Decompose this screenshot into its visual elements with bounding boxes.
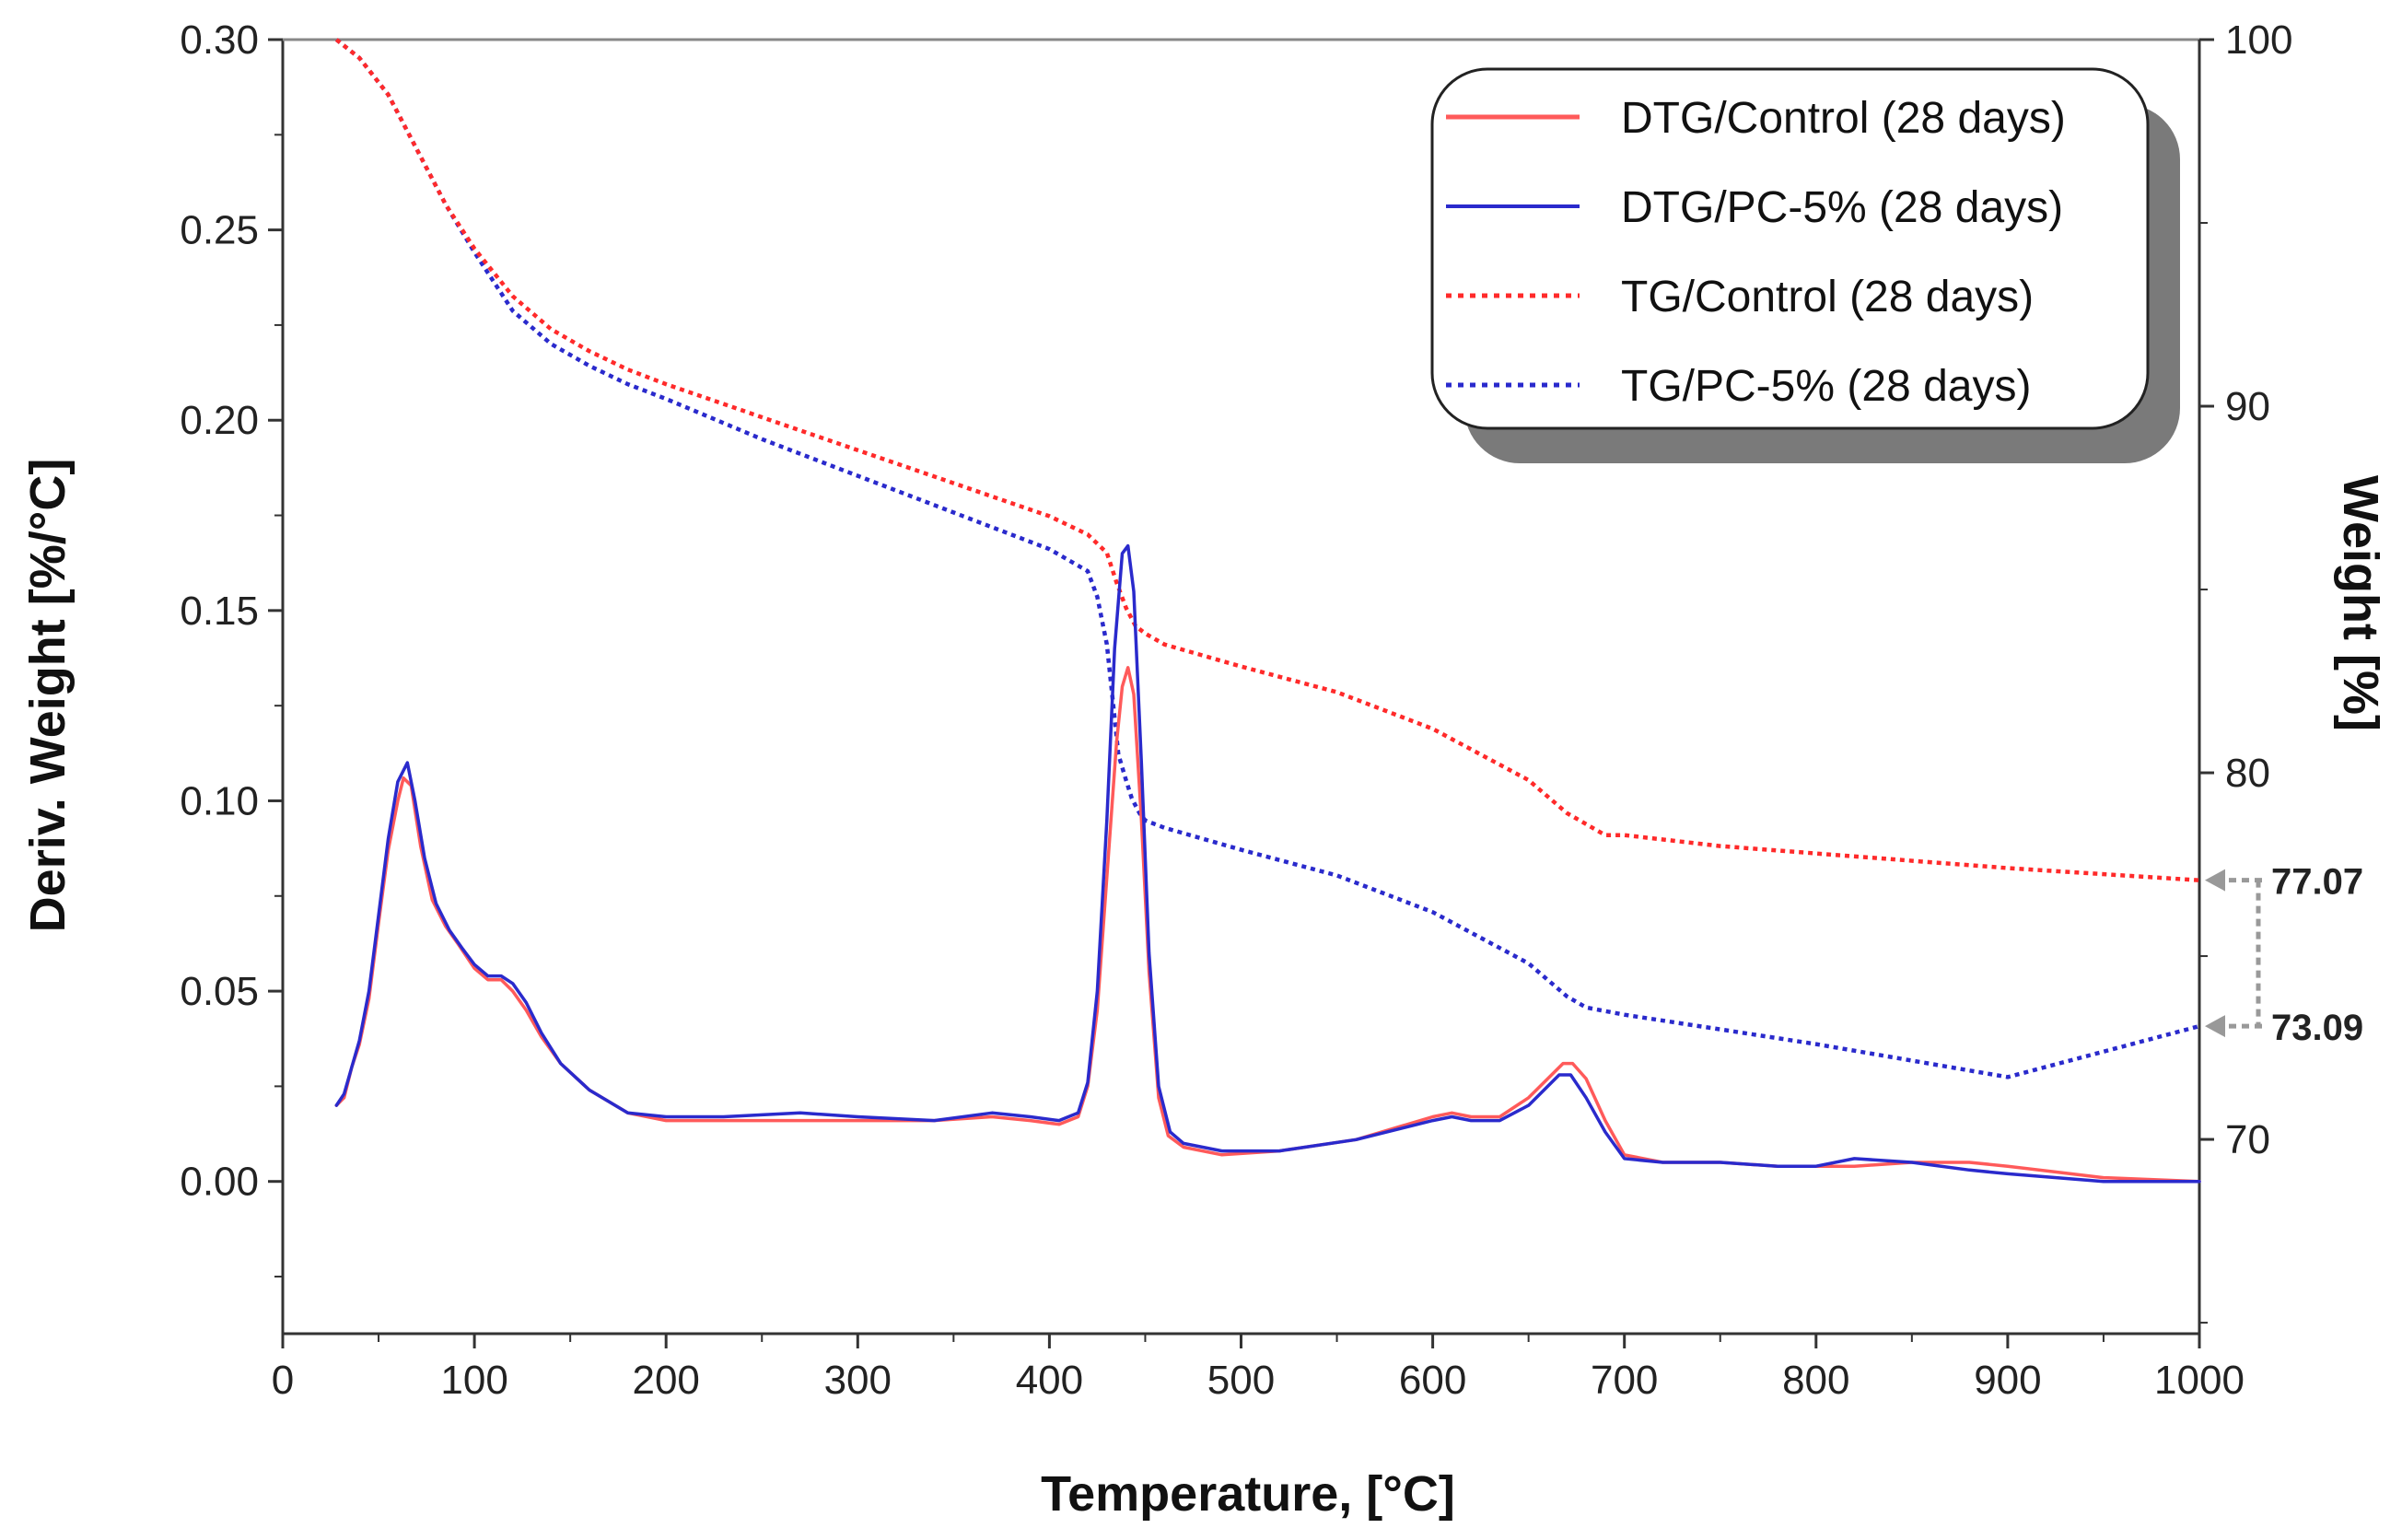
y-right-tick-label: 90 [2225, 384, 2270, 429]
legend-label-1: DTG/PC-5% (28 days) [1621, 183, 2063, 232]
x-tick-label: 400 [1016, 1358, 1083, 1403]
x-tick-label: 1000 [2154, 1358, 2245, 1403]
x-tick-label: 700 [1591, 1358, 1658, 1403]
annotation-label: 73.09 [2271, 1008, 2363, 1048]
x-tick-label: 300 [824, 1358, 892, 1403]
y-left-tick-label: 0.10 [180, 778, 259, 823]
x-tick-label: 200 [632, 1358, 699, 1403]
y-left-tick-label: 0.00 [180, 1160, 259, 1205]
x-tick-label: 600 [1399, 1358, 1466, 1403]
y-left-tick-label: 0.15 [180, 589, 259, 634]
x-axis: 0 100 200 300 400 500 600 700 800 900 1000 [272, 1334, 2245, 1403]
series-line-2 [334, 38, 2200, 882]
series-line-0 [334, 666, 2201, 1184]
x-tick-label: 0 [272, 1358, 294, 1403]
y-right-tick-label: 70 [2225, 1117, 2270, 1162]
x-tick-label: 100 [440, 1358, 507, 1403]
y-left-tick-label: 0.30 [180, 18, 259, 63]
y-right-axis: 70 80 90 100 [2199, 18, 2292, 1324]
y-right-tick-label: 80 [2225, 751, 2270, 796]
annotation-arrowhead [2205, 869, 2225, 892]
annotation-label: 77.07 [2271, 862, 2363, 903]
y-left-tick-label: 0.20 [180, 398, 259, 443]
y-left-axis: 0.00 0.05 0.10 0.15 0.20 0.25 0.30 [180, 18, 283, 1278]
x-tick-label: 900 [1974, 1358, 2041, 1403]
y-left-axis-title: Deriv. Weight [%/°C] [20, 459, 76, 933]
series-line-3 [334, 38, 2200, 1079]
legend-label-2: TG/Control (28 days) [1621, 273, 2034, 321]
x-axis-title: Temperature, [°C] [1041, 1466, 1455, 1522]
y-left-tick-label: 0.05 [180, 969, 259, 1014]
y-right-tick-label: 100 [2225, 18, 2292, 63]
x-tick-label: 800 [1782, 1358, 1849, 1403]
annotation-layer: 77.07 73.09 [2205, 862, 2363, 1048]
y-right-axis-title: Weight [%] [2333, 475, 2388, 731]
legend-label-0: DTG/Control (28 days) [1621, 94, 2066, 143]
legend: DTG/Control (28 days) DTG/PC-5% (28 days)… [1430, 67, 2180, 463]
series-line-1 [334, 543, 2201, 1184]
annotation-arrowhead [2205, 1015, 2225, 1038]
series-layer [334, 38, 2201, 1184]
legend-box [1430, 67, 2150, 430]
y-left-tick-label: 0.25 [180, 208, 259, 253]
legend-label-3: TG/PC-5% (28 days) [1621, 362, 2031, 411]
x-tick-label: 500 [1207, 1358, 1275, 1403]
